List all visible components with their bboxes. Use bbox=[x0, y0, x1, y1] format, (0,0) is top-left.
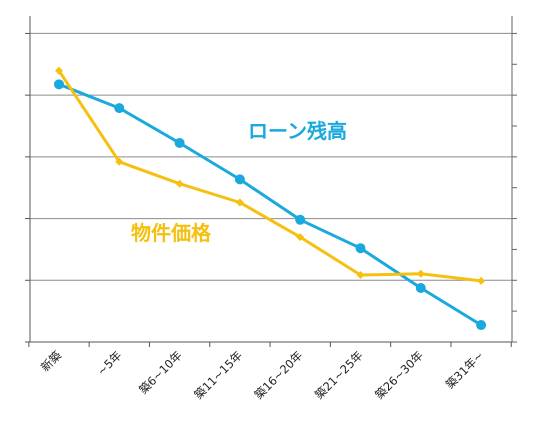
data-point-1 bbox=[234, 174, 245, 185]
x-tick-label: ~5年 bbox=[94, 348, 124, 378]
data-point-2 bbox=[175, 179, 184, 188]
x-tick-label: 築26~30年 bbox=[372, 348, 426, 402]
data-point-2 bbox=[356, 271, 365, 280]
x-tick-label: 築31年~ bbox=[443, 348, 486, 391]
series-line-1 bbox=[58, 82, 482, 327]
data-point-1 bbox=[114, 103, 125, 114]
series-layer bbox=[54, 66, 487, 331]
data-point-1 bbox=[415, 283, 426, 293]
data-point-2 bbox=[477, 276, 486, 285]
x-tick-labels: 新築 ~5年 築6~10年 築11~15年 築16~20年 築21~25年 築26~30年築… bbox=[38, 348, 486, 402]
x-tick-label: 築21~25年 bbox=[312, 348, 366, 402]
data-point-2 bbox=[115, 157, 124, 166]
gridlines bbox=[30, 32, 512, 281]
x-tick-label: 築16~20年 bbox=[252, 348, 306, 402]
series-label-loan-balance: ローン残高 bbox=[248, 119, 347, 143]
data-point-1 bbox=[174, 137, 185, 148]
data-point-2 bbox=[55, 66, 63, 75]
data-point-2 bbox=[235, 198, 244, 207]
series-label-property-price: 物件価格 bbox=[131, 221, 212, 245]
data-point-2 bbox=[416, 269, 425, 278]
x-tick-label: 築6~10年 bbox=[136, 348, 185, 397]
data-point-1 bbox=[54, 79, 64, 90]
series-line-2 bbox=[57, 69, 482, 283]
data-point-1 bbox=[295, 214, 306, 225]
data-point-1 bbox=[476, 320, 487, 331]
x-tick-label: 新築 bbox=[38, 348, 65, 375]
series-labels: ローン残高 物件価格 bbox=[131, 119, 347, 245]
data-point-1 bbox=[355, 243, 366, 254]
x-tick-label: 築11~15年 bbox=[191, 348, 245, 402]
axes bbox=[25, 16, 517, 347]
data-point-2 bbox=[296, 233, 305, 242]
